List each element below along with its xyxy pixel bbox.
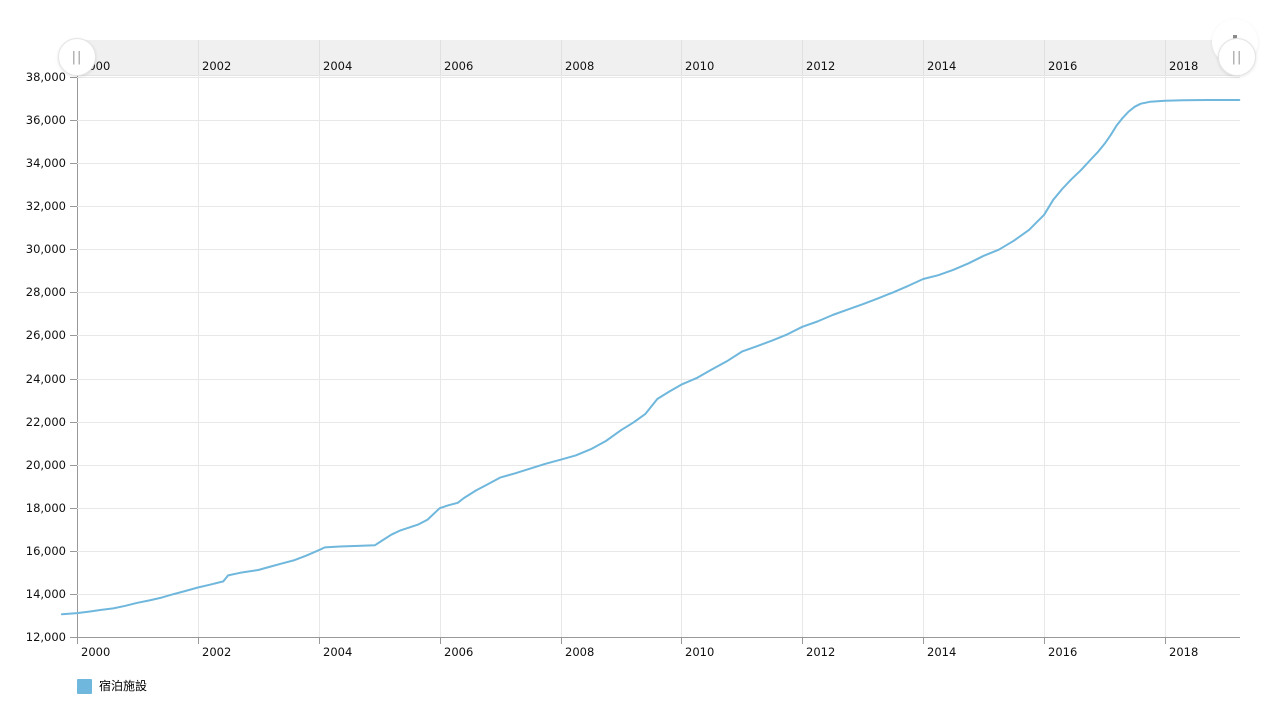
x-axis-label-bottom: 2004 (323, 645, 353, 659)
x-axis-label-bottom: 2012 (806, 645, 836, 659)
x-axis-label-top: 2018 (1169, 59, 1199, 73)
y-axis-label: 32,000 (25, 199, 66, 213)
y-axis-label: 20,000 (25, 458, 66, 472)
x-axis-label-bottom: 2010 (685, 645, 715, 659)
y-axis-label: 26,000 (25, 328, 66, 342)
scrollbar-right-grip[interactable]: || (1218, 38, 1256, 76)
range-scrollbar[interactable] (77, 40, 1240, 76)
y-axis-label: 12,000 (25, 630, 66, 644)
x-axis-label-top: 2006 (444, 59, 474, 73)
x-axis-label-bottom: 2018 (1169, 645, 1199, 659)
y-axis-label: 34,000 (25, 156, 66, 170)
legend-label: 宿泊施設 (99, 679, 148, 693)
y-axis-label: 14,000 (25, 587, 66, 601)
legend-item[interactable]: 宿泊施設 (77, 679, 147, 694)
y-axis-label: 18,000 (25, 501, 66, 515)
x-axis-label-bottom: 2002 (202, 645, 232, 659)
grip-icon: || (71, 49, 83, 65)
x-axis-label-top: 2014 (927, 59, 957, 73)
y-axis-label: 36,000 (25, 113, 66, 127)
y-axis-label: 22,000 (25, 415, 66, 429)
x-axis-label-bottom: 2000 (81, 645, 111, 659)
x-axis-label-bottom: 2016 (1048, 645, 1078, 659)
x-axis-label-bottom: 2008 (565, 645, 595, 659)
x-axis-label-top: 2008 (565, 59, 595, 73)
y-axis-label: 30,000 (25, 242, 66, 256)
legend-marker (77, 679, 92, 694)
y-axis-label: 16,000 (25, 544, 66, 558)
x-axis-label-top: 2016 (1048, 59, 1078, 73)
y-axis-label: 38,000 (25, 70, 66, 84)
series-line (60, 99, 1241, 616)
x-axis-label-top: 2012 (806, 59, 836, 73)
grip-icon: || (1231, 49, 1243, 65)
x-axis-label-top: 2004 (323, 59, 353, 73)
x-axis-label-bottom: 2006 (444, 645, 474, 659)
y-axis-label: 28,000 (25, 285, 66, 299)
x-axis-label-top: 2002 (202, 59, 232, 73)
scrollbar-left-grip[interactable]: || (58, 38, 96, 76)
x-axis-label-top: 2010 (685, 59, 715, 73)
y-axis-label: 24,000 (25, 372, 66, 386)
x-axis-label-bottom: 2014 (927, 645, 957, 659)
